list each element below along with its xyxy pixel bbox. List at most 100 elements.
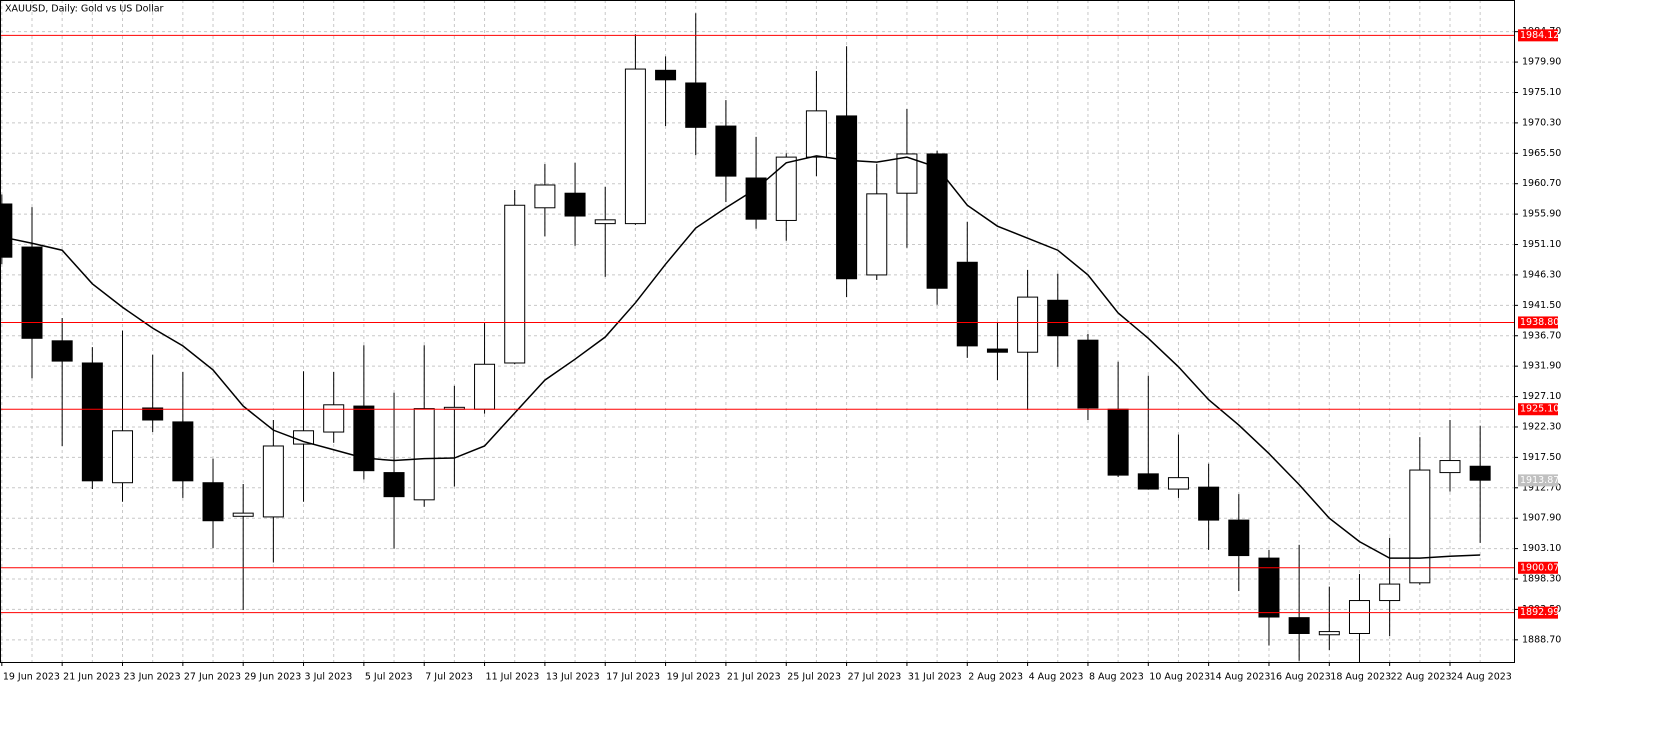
candle-body	[1258, 557, 1280, 618]
candle-body	[805, 110, 827, 158]
y-tick-label: 1912.70	[1522, 482, 1561, 493]
y-tick-label: 1898.30	[1522, 574, 1561, 585]
candle-body	[775, 156, 797, 221]
x-tick-label: 14 Aug 2023	[1210, 672, 1271, 683]
candle-body	[1198, 486, 1220, 521]
x-tick-label: 31 Jul 2023	[908, 672, 962, 683]
candle-body	[594, 219, 616, 225]
candle-body	[715, 125, 737, 177]
y-tick-label: 1907.90	[1522, 513, 1561, 524]
y-tick-label: 1931.90	[1522, 361, 1561, 372]
x-tick-label: 27 Jun 2023	[184, 672, 241, 683]
y-tick-label: 1922.30	[1522, 421, 1561, 432]
x-tick-label: 23 Jun 2023	[124, 672, 181, 683]
candle-body	[1047, 299, 1069, 337]
y-tick-label: 1951.10	[1522, 239, 1561, 250]
level-label: 1892.99	[1520, 607, 1559, 618]
level-label: 1984.12	[1520, 30, 1559, 41]
candle-body	[112, 430, 134, 484]
candle-body	[202, 482, 224, 522]
x-tick-label: 19 Jun 2023	[3, 672, 60, 683]
level-label-box	[1518, 316, 1558, 329]
candle-body	[262, 445, 284, 518]
candle-body	[142, 407, 164, 421]
x-tick-label: 29 Jun 2023	[244, 672, 301, 683]
y-tick-label: 1975.10	[1522, 87, 1561, 98]
x-tick-label: 16 Aug 2023	[1270, 672, 1331, 683]
y-tick-label: 1960.70	[1522, 178, 1561, 189]
candle-body	[624, 68, 646, 225]
candle-body	[81, 362, 103, 482]
y-tick-label: 1970.30	[1522, 117, 1561, 128]
candle-body	[172, 421, 194, 482]
x-tick-label: 8 Aug 2023	[1089, 672, 1144, 683]
chart-title: XAUUSD, Daily: Gold vs US Dollar	[5, 4, 164, 15]
candle-body	[51, 340, 73, 362]
candle-body	[353, 405, 375, 472]
level-label: 1938.80	[1520, 317, 1559, 328]
x-tick-label: 19 Jul 2023	[667, 672, 721, 683]
candle-body	[534, 184, 556, 209]
candle-body	[685, 82, 707, 128]
candle-body	[836, 115, 858, 280]
plot-layer	[0, 13, 1514, 662]
candle-body	[323, 404, 345, 433]
candle-body	[474, 363, 496, 410]
x-tick-label: 5 Jul 2023	[365, 672, 413, 683]
candle-body	[926, 153, 948, 289]
candle-body	[383, 472, 405, 498]
candle-body	[1409, 469, 1431, 584]
y-tick-label: 1965.50	[1522, 148, 1561, 159]
x-tick-label: 4 Aug 2023	[1029, 672, 1084, 683]
y-tick-label: 1979.90	[1522, 57, 1561, 68]
candle-body	[1228, 519, 1250, 557]
candle-body	[1348, 600, 1370, 634]
y-tick-label: 1936.70	[1522, 330, 1561, 341]
candle-body	[413, 408, 435, 501]
y-tick-label: 1946.30	[1522, 269, 1561, 280]
current-price-box	[1518, 474, 1558, 487]
axis-layer: 1888.701893.501898.301903.101907.901912.…	[1, 26, 1561, 683]
candle-body	[1077, 339, 1099, 409]
x-tick-label: 3 Jul 2023	[305, 672, 353, 683]
candle-body	[1017, 296, 1039, 353]
candle-body	[1107, 408, 1129, 476]
x-tick-label: 13 Jul 2023	[546, 672, 600, 683]
candle-body	[1379, 583, 1401, 602]
x-tick-label: 10 Aug 2023	[1149, 672, 1210, 683]
x-tick-label: 22 Aug 2023	[1391, 672, 1452, 683]
current-price-label: 1913.87	[1520, 475, 1559, 486]
level-label-box	[1518, 29, 1558, 42]
plot-frame	[0, 0, 1515, 663]
candle-body	[866, 193, 888, 276]
x-tick-label: 18 Aug 2023	[1330, 672, 1391, 683]
candle-body	[655, 69, 677, 81]
candle-body	[896, 153, 918, 194]
candle-body	[21, 246, 43, 339]
grid-layer	[0, 0, 1514, 662]
x-tick-label: 21 Jun 2023	[63, 672, 120, 683]
candle-body	[564, 192, 586, 217]
candle-body	[0, 203, 13, 258]
candle-body	[986, 348, 1008, 353]
y-tick-label: 1955.90	[1522, 209, 1561, 220]
level-label: 1900.07	[1520, 562, 1559, 573]
level-label-box	[1518, 403, 1558, 416]
x-tick-label: 21 Jul 2023	[727, 672, 781, 683]
candle-body	[956, 261, 978, 347]
candle-body	[1288, 617, 1310, 634]
level-label: 1925.10	[1520, 404, 1559, 415]
level-label-box	[1518, 606, 1558, 619]
level-label-box	[1518, 561, 1558, 574]
candle-body	[1439, 460, 1461, 474]
x-tick-label: 11 Jul 2023	[486, 672, 540, 683]
candle-body	[745, 177, 767, 220]
y-tick-label: 1941.50	[1522, 300, 1561, 311]
x-tick-label: 2 Aug 2023	[968, 672, 1023, 683]
candle-body	[1469, 465, 1491, 481]
candle-body	[232, 512, 254, 517]
x-tick-label: 17 Jul 2023	[606, 672, 660, 683]
y-tick-label: 1903.10	[1522, 543, 1561, 554]
y-tick-label: 1888.70	[1522, 634, 1561, 645]
y-tick-label: 1917.50	[1522, 452, 1561, 463]
